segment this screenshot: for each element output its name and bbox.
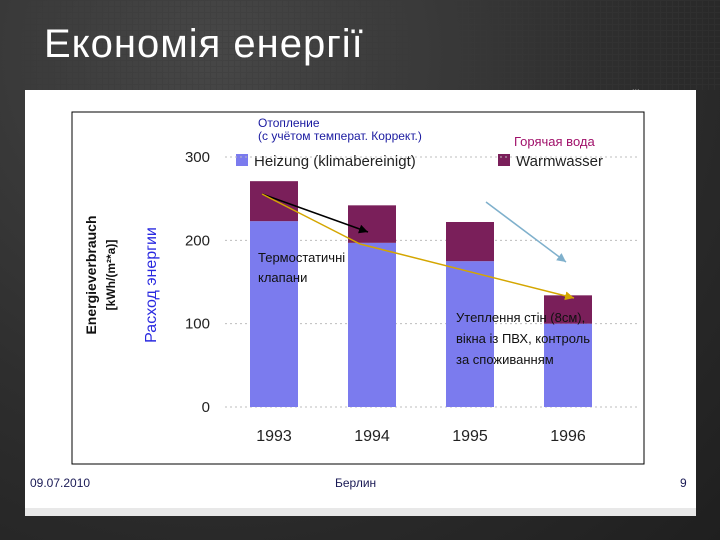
corner-mark: ... (632, 82, 640, 92)
chart-frame (71, 111, 645, 465)
x-tick-labels: 1993 1994 1995 1996 (256, 428, 586, 445)
footer-page-number: 9 (680, 476, 687, 490)
bar-heating-1996 (544, 323, 592, 407)
arrow-yellow-seg2 (359, 243, 575, 301)
bar-hotwater-1995 (446, 222, 494, 262)
x-tick-label: 1995 (452, 428, 488, 445)
legend-label-heating: Heizung (klimabereinigt) (254, 153, 416, 170)
header-texture (0, 0, 720, 90)
bar-heating-1995 (446, 261, 494, 407)
ylabel-ru: Расход энергии (143, 227, 160, 343)
legend-ru-hotwater: Горячая вода (514, 134, 595, 149)
annotation-insulation-line2: вікна із ПВХ, контроль (456, 331, 590, 346)
bar-hotwater-1994 (348, 205, 396, 243)
annotation-insulation-line3: за споживанням (456, 352, 554, 367)
legend-ru-heating-line1: Отопление (258, 116, 320, 130)
y-tick-label: 100 (185, 316, 210, 333)
arrow-black (261, 193, 369, 234)
legend-swatch-heating (236, 154, 248, 166)
ylabel-de-line1: Energieverbrauch (83, 215, 99, 334)
panel-bottom-strip (25, 508, 696, 516)
footer-place: Берлин (335, 476, 377, 490)
legend-ru-heating-line2: (с учётом температ. Коррект.) (258, 129, 422, 143)
annotation-valves-line1: Термостатичні (258, 250, 345, 265)
bars (250, 181, 592, 407)
legend-swatch-hotwater (498, 154, 510, 166)
y-tick-label: 0 (202, 399, 210, 416)
x-tick-label: 1996 (550, 428, 586, 445)
bar-heating-1993 (250, 221, 298, 407)
bar-heating-1994 (348, 242, 396, 407)
x-tick-label: 1993 (256, 428, 292, 445)
y-tick-label: 200 (185, 232, 210, 249)
y-tick-label: 300 (185, 149, 210, 166)
arrow-blue (485, 201, 567, 263)
ylabel-de-line2: [kWh/(m²*a)] (104, 240, 118, 311)
legend-label-hotwater: Warmwasser (516, 153, 603, 170)
x-tick-label: 1994 (354, 428, 390, 445)
slide-title: Економія енергії (44, 22, 364, 66)
footer-date: 09.07.2010 (30, 476, 91, 490)
bar-hotwater-1993 (250, 181, 298, 222)
arrow-yellow-seg1 (261, 193, 361, 245)
annotation-valves-line2: клапани (258, 270, 307, 285)
annotation-insulation-line1: Утеплення стін (8см), (456, 310, 585, 325)
